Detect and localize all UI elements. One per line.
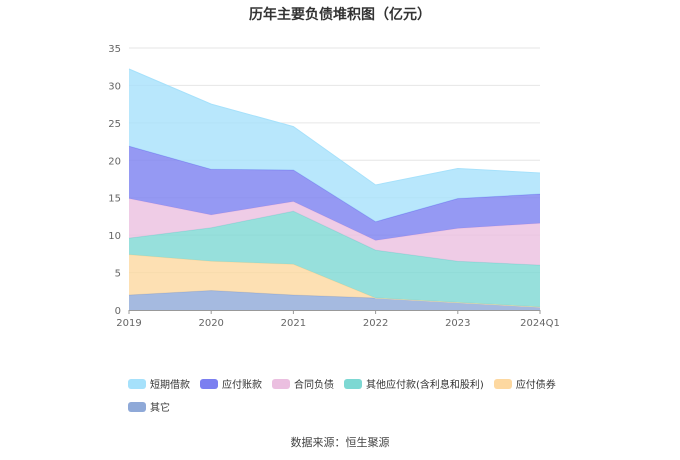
legend-swatch xyxy=(128,401,146,412)
y-tick-label: 30 xyxy=(108,81,121,92)
chart-legend: 短期借款 应付账款 合同负债 其他应付款(含利息和股利) 应付债券其它 xyxy=(128,376,568,422)
area-series-3 xyxy=(129,198,540,266)
legend-label: 短期借款 xyxy=(150,380,190,391)
legend-swatch xyxy=(200,378,218,389)
legend-item: 应付债券 xyxy=(493,376,556,391)
x-tick-label: 2024Q1 xyxy=(520,318,560,329)
area-series-5 xyxy=(129,69,540,222)
legend-item: 短期借款 xyxy=(128,376,190,391)
legend-label: 合同负债 xyxy=(294,380,334,391)
y-tick-label: 35 xyxy=(108,44,121,55)
stacked-area-chart: 0 5 10 15 20 25 30 35 2019 2020 2021 2022 2023 2024Q1 xyxy=(108,44,560,329)
y-tick-label: 10 xyxy=(108,231,121,242)
data-source-note: 数据来源：恒生聚源 xyxy=(290,436,390,449)
chart-title: 历年主要负债堆积图（亿元） xyxy=(249,7,431,23)
y-tick-label: 20 xyxy=(108,156,121,167)
legend-label: 应付账款 xyxy=(222,380,262,391)
y-tick-label: 25 xyxy=(108,119,121,130)
x-tick-label: 2023 xyxy=(445,318,470,329)
legend-swatch xyxy=(128,378,146,389)
legend-item: 其他应付款(含利息和股利) xyxy=(344,376,484,391)
legend-swatch xyxy=(344,378,362,389)
legend-swatch xyxy=(272,378,290,389)
axis-layer: 0 5 10 15 20 25 30 35 2019 2020 2021 2022 2023 2024Q1 xyxy=(108,44,560,329)
x-tick-label: 2019 xyxy=(116,318,141,329)
y-tick-label: 5 xyxy=(115,269,121,280)
legend-item: 应付账款 xyxy=(200,376,262,391)
area-series-2 xyxy=(129,211,540,307)
legend-item: 合同负债 xyxy=(272,376,334,391)
x-tick-label: 2020 xyxy=(198,318,223,329)
x-tick-label: 2022 xyxy=(363,318,388,329)
area-series-0 xyxy=(129,290,540,310)
area-series-edge-5 xyxy=(128,68,541,186)
y-tick-label: 15 xyxy=(108,194,121,205)
legend-swatch xyxy=(493,378,512,389)
area-layer xyxy=(128,68,541,310)
x-tick-label: 2021 xyxy=(281,318,306,329)
legend-label: 其它 xyxy=(150,403,170,414)
legend-label: 应付债券 xyxy=(515,380,556,391)
area-series-1 xyxy=(129,254,540,307)
legend-item: 其它 xyxy=(128,399,170,414)
y-tick-label: 0 xyxy=(115,306,121,317)
legend-label: 其他应付款(含利息和股利) xyxy=(366,380,484,391)
